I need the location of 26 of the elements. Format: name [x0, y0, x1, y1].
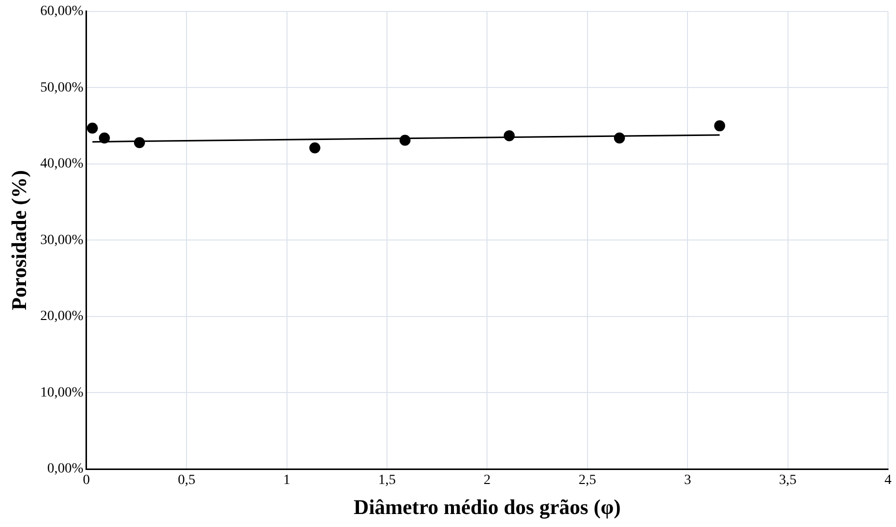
- x-tick-label: 1,5: [378, 473, 396, 488]
- point: [614, 132, 625, 144]
- x-tick-label: 4: [884, 473, 892, 488]
- y-tick-label: 20,00%: [40, 309, 84, 324]
- x-axis-title: Diâmetro médio dos grãos (φ): [354, 494, 621, 519]
- y-tick-label: 50,00%: [40, 80, 84, 96]
- y-axis-title: Porosidade (%): [7, 170, 32, 310]
- y-tick-label: 60,00%: [40, 4, 84, 20]
- point: [86, 122, 98, 134]
- y-tick-label: 0,00%: [47, 462, 84, 477]
- x-tick-label: 1: [283, 473, 290, 488]
- x-tick-label: 2,5: [578, 473, 596, 488]
- x-tick-label: 3,5: [779, 473, 797, 488]
- y-tick-label: 40,00%: [40, 156, 84, 172]
- point: [714, 120, 726, 132]
- point: [504, 130, 515, 142]
- y-tick-label: 30,00%: [40, 232, 84, 248]
- point: [98, 132, 110, 144]
- x-tick-label: 0,5: [178, 473, 196, 488]
- point: [400, 134, 411, 146]
- x-tick-label: 3: [684, 473, 692, 488]
- point: [309, 142, 320, 154]
- point: [134, 137, 145, 148]
- x-tick-label: 2: [484, 473, 491, 488]
- y-tick-label: 10,00%: [40, 385, 84, 400]
- x-tick-label: 0: [82, 473, 90, 488]
